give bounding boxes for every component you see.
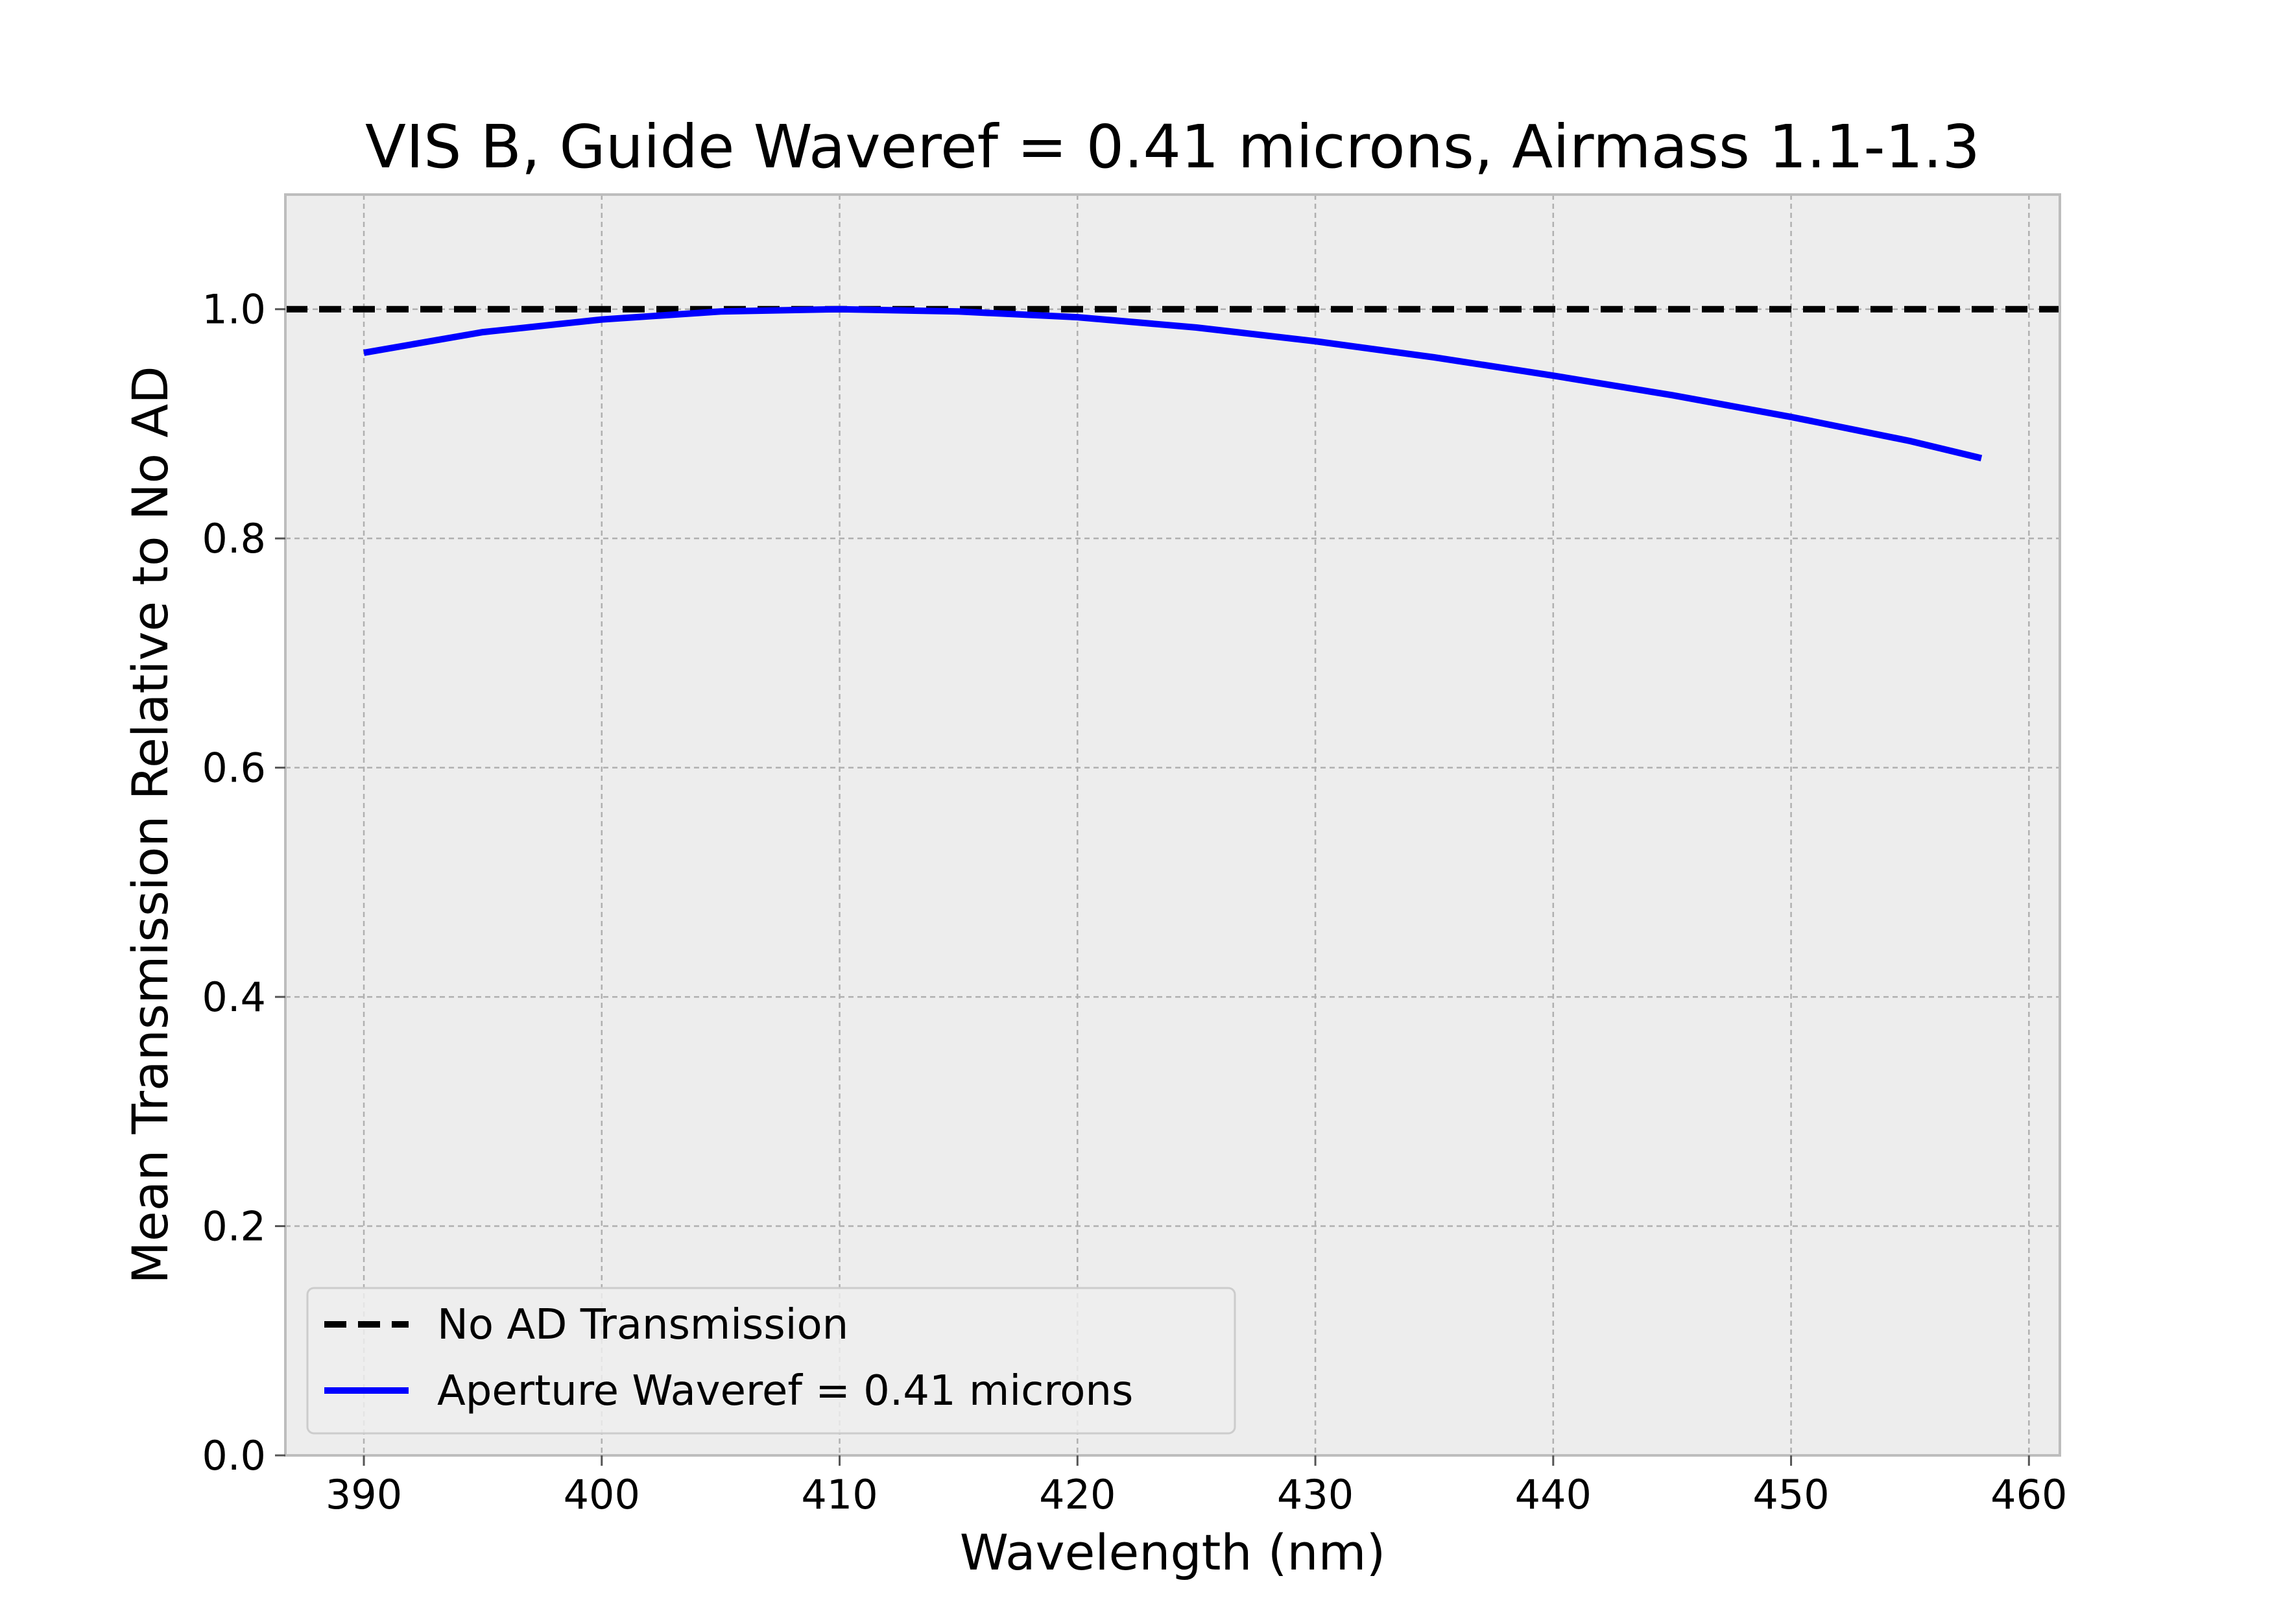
x-tick-label: 400 (564, 1471, 640, 1518)
y-tick-label: 0.4 (202, 973, 266, 1021)
x-tick-label: 450 (1752, 1471, 1829, 1518)
x-tick-label: 410 (801, 1471, 878, 1518)
chart-title: VIS B, Guide Waveref = 0.41 microns, Air… (365, 112, 1980, 182)
legend-box (306, 1287, 1236, 1435)
y-tick-label: 0.2 (202, 1203, 266, 1250)
tick-layer: 390 400 410 420 430 440 450 460 0.0 0.2 0.4 0.6 0.8 1… (202, 286, 2067, 1518)
x-tick-label: 430 (1277, 1471, 1354, 1518)
y-tick-label: 0.0 (202, 1432, 266, 1479)
series-layer (285, 305, 2060, 462)
y-tick-label: 0.8 (202, 515, 266, 562)
legend: No AD Transmission Aperture Waveref = 0.4… (306, 1287, 1236, 1435)
y-axis-label: Mean Transmission Relative to No AD (121, 366, 179, 1284)
legend-label: No AD Transmission (437, 1301, 848, 1349)
legend-label: Aperture Waveref = 0.41 microns (437, 1367, 1133, 1415)
plot-background (285, 195, 2060, 1455)
x-axis-label: Wavelength (nm) (960, 1523, 1386, 1581)
series-line-aperture (363, 305, 1983, 462)
plot-frame (284, 193, 2061, 1457)
x-tick-label: 460 (1990, 1471, 2067, 1518)
x-tick-label: 440 (1515, 1471, 1592, 1518)
y-tick-label: 0.6 (202, 745, 266, 792)
x-tick-label: 390 (326, 1471, 402, 1518)
x-tick-label: 420 (1039, 1471, 1116, 1518)
y-tick-label: 1.0 (202, 286, 266, 333)
